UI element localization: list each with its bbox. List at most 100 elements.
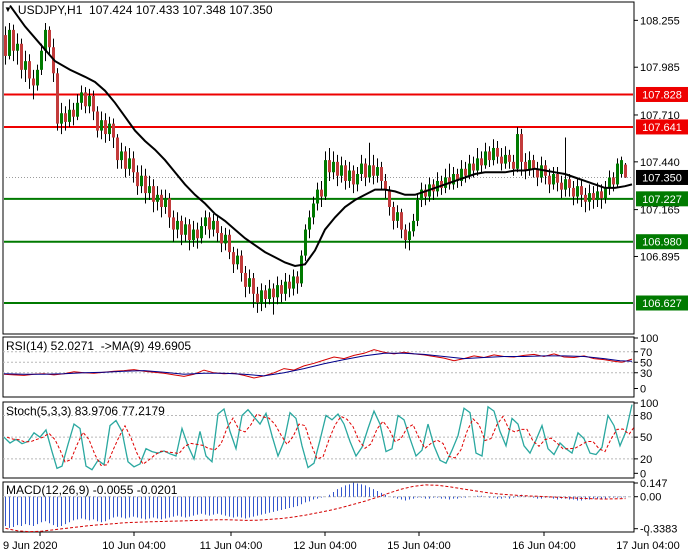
candle-body-up — [120, 151, 123, 161]
candle-body-down — [536, 168, 539, 178]
time-axis-label: 11 Jun 04:00 — [200, 540, 263, 552]
candle-body-up — [588, 193, 591, 202]
candle-body-down — [472, 163, 475, 171]
candle-body-down — [196, 229, 199, 239]
candle-body-up — [8, 29, 11, 56]
candle-body-down — [500, 156, 503, 164]
candle-body-down — [488, 151, 491, 161]
macd-indicator-label: MACD(12,26,9) -0.0055 -0.0201 — [6, 483, 178, 497]
rsi-panel[interactable] — [2, 336, 635, 398]
chart-title-bar: ▼ USDJPY,H1 107.424 107.433 107.348 107.… — [4, 3, 273, 17]
candle-body-up — [324, 160, 327, 197]
candle-body-down — [580, 186, 583, 195]
candle-body-up — [276, 285, 279, 298]
macd-tick-label: 0.00 — [640, 492, 661, 504]
stoch-tick-label: 100 — [640, 398, 658, 410]
candle-body-down — [216, 220, 219, 234]
support-price-badge-bg — [636, 191, 688, 207]
candle-body-down — [352, 170, 355, 185]
candle-body-down — [524, 161, 527, 171]
candle-body-down — [548, 175, 551, 185]
candle-body-down — [372, 165, 375, 176]
candle-body-up — [148, 186, 151, 194]
candle-body-up — [300, 255, 303, 284]
candle-body-up — [396, 212, 399, 221]
price-tick-label: 108.255 — [640, 15, 680, 27]
candle-body-up — [236, 255, 239, 265]
candle-body-up — [224, 234, 227, 244]
candle-body-up — [452, 174, 455, 185]
candle-body-up — [504, 154, 507, 164]
stoch-tick-label: 20 — [640, 454, 652, 466]
rsi-tick-label: 70 — [640, 347, 652, 359]
price-tick-label: 106.895 — [640, 251, 680, 263]
candle-body-up — [312, 203, 315, 218]
rsi-tick-label: 30 — [640, 368, 652, 380]
candle-body-up — [412, 220, 415, 232]
candle-body-up — [368, 165, 371, 178]
candle-body-down — [4, 35, 7, 56]
candle-body-down — [136, 172, 139, 187]
candle-body-down — [288, 281, 291, 289]
candle-body-down — [592, 193, 595, 201]
support-price-badge-label: 106.980 — [642, 237, 682, 249]
candle-body-up — [192, 229, 195, 240]
candle-body-down — [520, 134, 523, 162]
candle-body-down — [252, 278, 255, 294]
resistance-price-badge-label: 107.828 — [642, 89, 682, 101]
candle-body-down — [112, 123, 115, 138]
candle-body-up — [76, 102, 79, 117]
candle-body-up — [604, 187, 607, 199]
candle-body-down — [512, 161, 515, 169]
candle-body-up — [36, 69, 39, 86]
candle-body-down — [328, 160, 331, 173]
candle-body-down — [320, 189, 323, 197]
candle-body-down — [600, 191, 603, 199]
candle-body-down — [132, 158, 135, 173]
candle-body-up — [576, 186, 579, 197]
candle-body-down — [440, 180, 443, 188]
candle-body-down — [364, 163, 367, 178]
time-axis-label: 9 Jun 2020 — [3, 540, 57, 552]
candle-body-up — [516, 134, 519, 169]
candle-body-down — [424, 189, 427, 197]
candle-body-up — [316, 189, 319, 204]
price-scale: 108.255 107.985 107.710 107.440 107.165 106.8… — [634, 15, 688, 536]
symbol-dropdown-icon[interactable]: ▼ — [4, 5, 12, 14]
candle-body-down — [160, 194, 163, 207]
candle-body-down — [28, 61, 31, 79]
candle-body-down — [144, 175, 147, 194]
resistance-price-badge-label: 107.641 — [642, 122, 682, 134]
current-price-badge-label: 107.350 — [642, 172, 682, 184]
time-axis[interactable]: 9 Jun 2020 10 Jun 04:00 11 Jun 04:00 12 Jun… — [3, 532, 680, 552]
stoch-tick-label: 50 — [640, 432, 652, 444]
candle-body-down — [556, 174, 559, 183]
candle-body-up — [476, 158, 479, 171]
candle-body-up — [140, 175, 143, 187]
time-axis-label: 10 Jun 04:00 — [102, 540, 166, 552]
candle-body-up — [540, 165, 543, 178]
candle-body-down — [404, 229, 407, 240]
candle-body-down — [116, 137, 119, 161]
candle-body-down — [280, 285, 283, 294]
macd-panel[interactable] — [2, 481, 635, 533]
support-price-badge-bg — [636, 234, 688, 250]
candle-body-up — [376, 167, 379, 176]
candle-body-down — [532, 160, 535, 169]
candle-body-up — [304, 229, 307, 256]
candle-body-down — [384, 180, 387, 190]
candle-body-down — [56, 73, 59, 124]
candle-body-up — [100, 120, 103, 131]
price-tick-label: 107.985 — [640, 62, 680, 74]
candle-body-up — [596, 191, 599, 201]
candle-body-up — [468, 163, 471, 176]
stoch-k-line — [3, 404, 633, 471]
candlestick-series — [4, 22, 627, 315]
main-price-panel[interactable] — [2, 1, 635, 335]
candle-body-down — [336, 161, 339, 176]
candle-body-up — [348, 170, 351, 181]
candle-body-down — [124, 151, 127, 169]
stochastic-indicator-label: Stoch(5,3,3) 83.9706 77.2179 — [6, 404, 165, 418]
stoch-tick-label: 80 — [640, 410, 652, 422]
